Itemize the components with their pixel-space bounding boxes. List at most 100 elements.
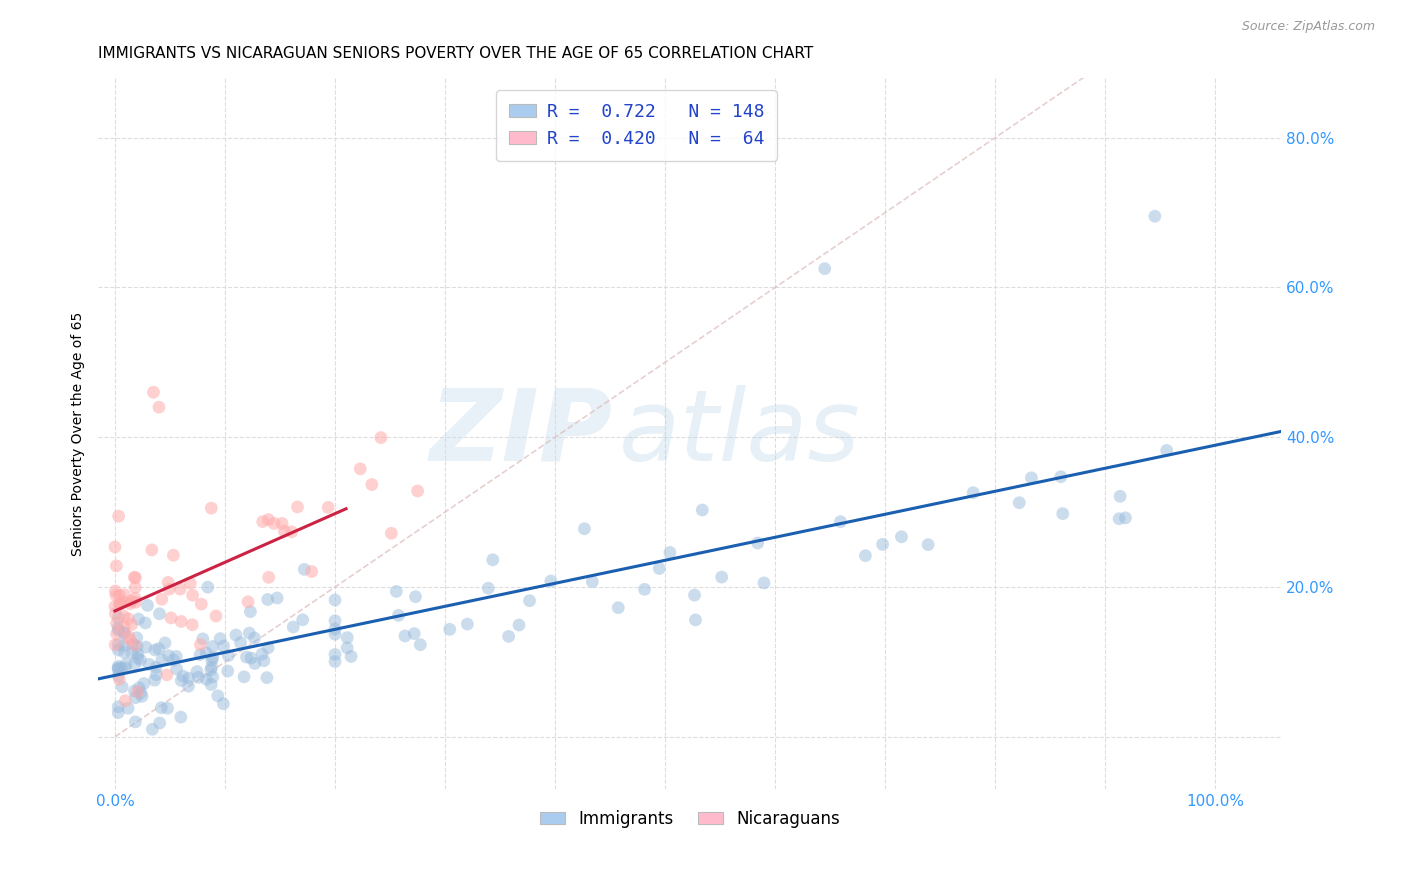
Point [105, 627, 128, 641]
Point [200, 677, 222, 691]
Point [212, 697, 235, 711]
Point [291, 613, 314, 627]
Point [148, 641, 170, 656]
Point [170, 615, 193, 629]
Point [409, 638, 432, 652]
Point [112, 609, 135, 624]
Point [872, 537, 894, 551]
Point [349, 462, 371, 476]
Point [107, 637, 129, 651]
Point [201, 653, 224, 667]
Point [107, 659, 129, 673]
Point [107, 643, 129, 657]
Point [1156, 443, 1178, 458]
Point [385, 584, 408, 599]
Point [166, 662, 188, 676]
Point [124, 581, 146, 595]
Point [107, 509, 129, 524]
Point [160, 611, 183, 625]
Point [188, 648, 211, 662]
Point [243, 631, 266, 645]
Point [498, 629, 520, 643]
Point [104, 583, 127, 598]
Point [170, 710, 193, 724]
Point [195, 646, 218, 660]
Point [710, 570, 733, 584]
Point [181, 588, 204, 602]
Point [283, 620, 305, 634]
Point [118, 630, 141, 644]
Point [257, 570, 280, 584]
Point [253, 654, 276, 668]
Point [633, 582, 655, 597]
Point [127, 651, 149, 665]
Point [187, 670, 209, 684]
Point [157, 575, 180, 590]
Point [201, 640, 224, 654]
Point [1109, 489, 1132, 503]
Point [236, 595, 259, 609]
Point [685, 613, 707, 627]
Point [127, 640, 149, 654]
Point [143, 673, 166, 688]
Point [131, 690, 153, 704]
Point [120, 597, 142, 611]
Point [217, 664, 239, 678]
Point [257, 640, 280, 655]
Point [190, 597, 212, 611]
Point [191, 632, 214, 646]
Point [150, 592, 173, 607]
Point [108, 673, 131, 687]
Point [104, 607, 127, 621]
Point [138, 657, 160, 672]
Point [273, 524, 295, 539]
Point [814, 261, 837, 276]
Point [129, 686, 152, 700]
Point [157, 582, 180, 597]
Point [256, 671, 278, 685]
Point [439, 623, 461, 637]
Point [104, 588, 127, 602]
Point [127, 684, 149, 698]
Point [124, 570, 146, 584]
Point [323, 655, 346, 669]
Point [263, 516, 285, 531]
Point [127, 612, 149, 626]
Point [1108, 512, 1130, 526]
Point [153, 636, 176, 650]
Point [124, 657, 146, 671]
Point [141, 543, 163, 558]
Point [257, 512, 280, 526]
Point [477, 581, 499, 595]
Point [323, 627, 346, 641]
Point [177, 671, 200, 685]
Point [280, 524, 302, 539]
Point [1052, 507, 1074, 521]
Point [179, 576, 201, 591]
Point [607, 600, 630, 615]
Point [890, 530, 912, 544]
Point [360, 477, 382, 491]
Point [683, 588, 706, 602]
Point [405, 590, 427, 604]
Point [111, 680, 134, 694]
Point [104, 540, 127, 554]
Point [323, 622, 346, 636]
Point [107, 624, 129, 638]
Point [121, 637, 143, 651]
Point [114, 661, 136, 675]
Point [648, 561, 671, 575]
Text: ZIP: ZIP [430, 385, 613, 482]
Point [229, 636, 252, 650]
Point [235, 650, 257, 665]
Point [112, 645, 135, 659]
Point [114, 694, 136, 708]
Point [239, 605, 262, 619]
Point [108, 597, 131, 611]
Point [238, 626, 260, 640]
Point [112, 588, 135, 602]
Point [129, 653, 152, 667]
Point [125, 631, 148, 645]
Point [574, 522, 596, 536]
Point [962, 485, 984, 500]
